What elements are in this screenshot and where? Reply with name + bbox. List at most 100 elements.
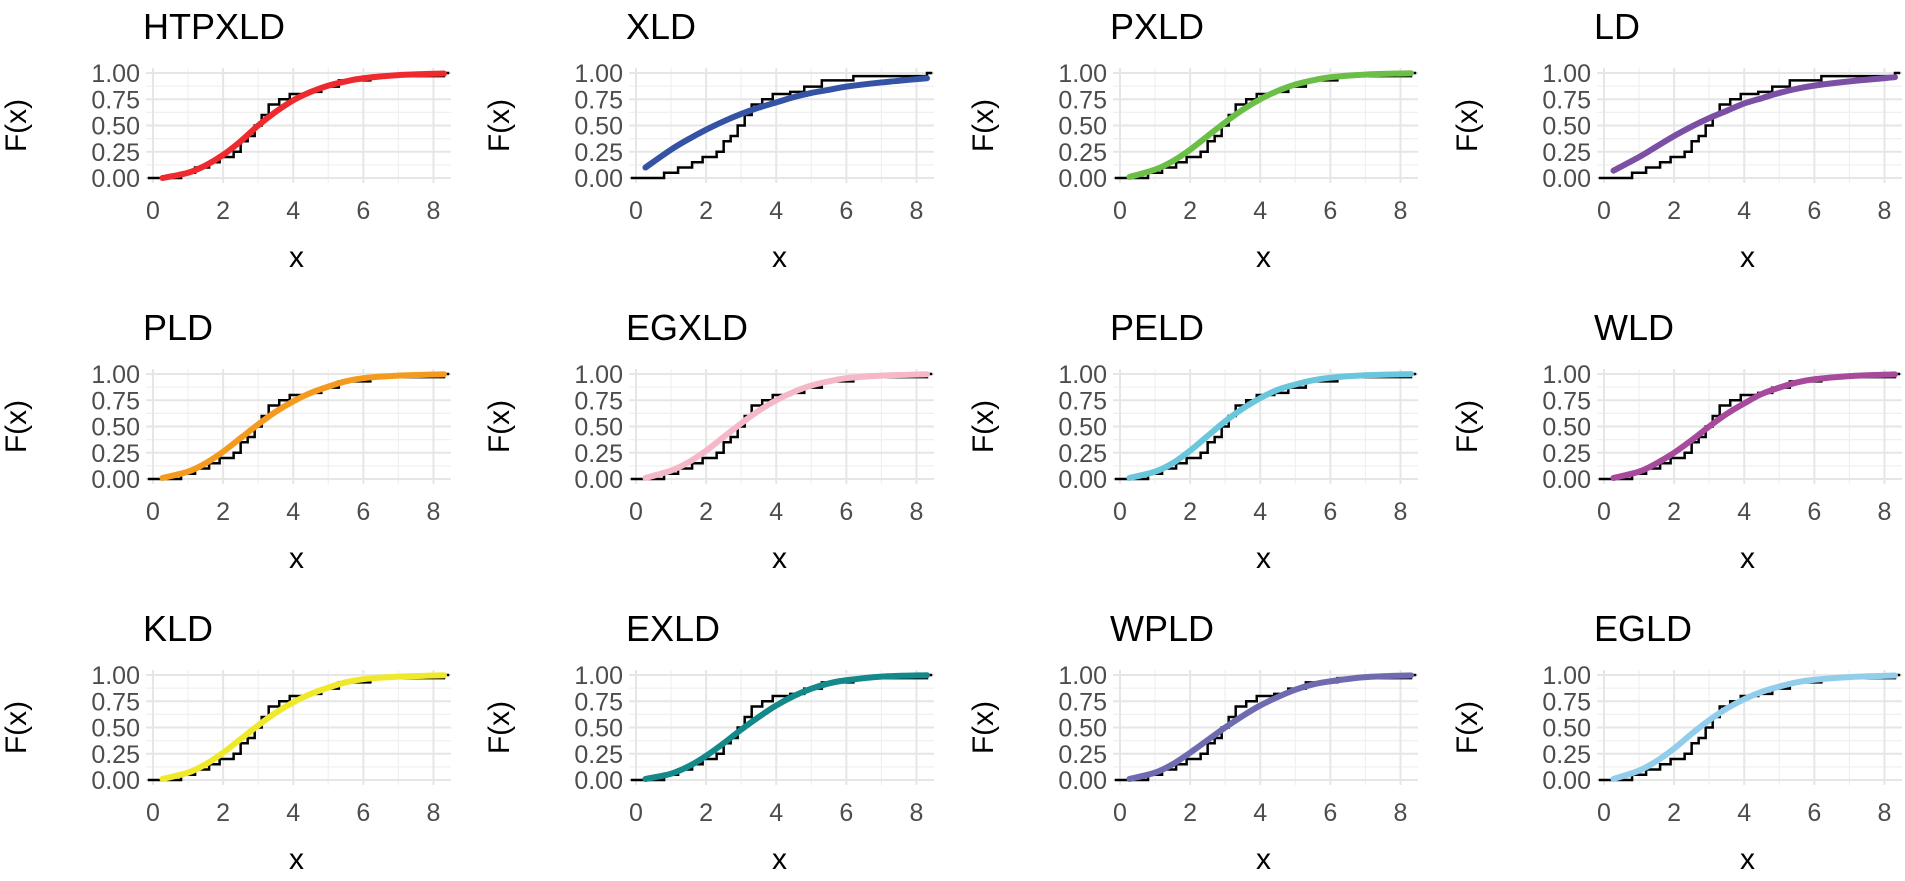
y-tick-label: 1.00 — [1058, 662, 1107, 690]
panel-title: EGXLD — [626, 307, 748, 348]
x-tick-label: 2 — [216, 799, 230, 827]
y-axis-title: F(x) — [0, 400, 33, 453]
x-axis-title: x — [1740, 843, 1755, 876]
empirical-cdf-step — [1114, 372, 1417, 481]
y-tick-label: 0.25 — [574, 440, 623, 468]
fitted-cdf-line — [1126, 672, 1414, 782]
x-tick-label: 8 — [427, 197, 441, 225]
y-axis-title: F(x) — [967, 400, 1000, 453]
x-tick-label: 0 — [629, 799, 643, 827]
x-tick-label: 6 — [1323, 498, 1337, 526]
x-tick-label: 6 — [356, 197, 370, 225]
x-tick-label: 0 — [629, 498, 643, 526]
y-tick-label: 0.00 — [1542, 767, 1591, 795]
x-tick-label: 2 — [1183, 197, 1197, 225]
y-tick-label: 0.75 — [574, 387, 623, 415]
panel-title: PXLD — [1110, 6, 1204, 47]
y-tick-label: 0.00 — [91, 466, 140, 494]
x-tick-label: 0 — [1113, 197, 1127, 225]
y-tick-label: 1.00 — [1542, 662, 1591, 690]
y-tick-label: 0.50 — [1542, 715, 1591, 743]
panel-title: KLD — [143, 608, 213, 649]
x-tick-label: 2 — [216, 498, 230, 526]
y-tick-label: 0.25 — [91, 440, 140, 468]
panel-pxld: PXLD 0.000.250.500.751.00 0 2 4 6 8 x F(x) — [967, 6, 1418, 274]
y-tick-label: 0.75 — [1058, 688, 1107, 716]
y-tick-label: 0.25 — [574, 139, 623, 167]
panel-title: LD — [1594, 6, 1640, 47]
y-tick-label: 1.00 — [574, 60, 623, 88]
y-tick-label: 0.75 — [574, 688, 623, 716]
x-tick-label: 8 — [1394, 197, 1408, 225]
x-tick-label: 0 — [1597, 197, 1611, 225]
y-tick-label: 0.00 — [91, 165, 140, 193]
y-axis-title: F(x) — [967, 99, 1000, 152]
x-tick-label: 4 — [1253, 799, 1267, 827]
x-tick-label: 4 — [286, 799, 300, 827]
x-tick-label: 2 — [1667, 799, 1681, 827]
x-tick-label: 4 — [1253, 498, 1267, 526]
panel-title: WPLD — [1110, 608, 1214, 649]
y-tick-label: 1.00 — [574, 662, 623, 690]
y-axis-title: F(x) — [1451, 701, 1484, 754]
fitted-cdf-line — [642, 371, 930, 481]
y-tick-label: 0.75 — [574, 86, 623, 114]
x-tick-label: 6 — [1323, 799, 1337, 827]
x-tick-label: 0 — [1113, 498, 1127, 526]
x-tick-label: 2 — [699, 498, 713, 526]
x-axis-title: x — [289, 542, 304, 575]
x-tick-label: 6 — [839, 498, 853, 526]
y-tick-label: 1.00 — [1058, 361, 1107, 389]
x-tick-label: 0 — [1597, 799, 1611, 827]
y-tick-label: 0.00 — [91, 767, 140, 795]
fitted-cdf-line — [1126, 371, 1414, 481]
y-tick-label: 0.25 — [1058, 139, 1107, 167]
empirical-cdf-step — [1598, 71, 1901, 180]
y-tick-label: 0.00 — [1542, 165, 1591, 193]
x-tick-label: 0 — [146, 197, 160, 225]
y-tick-label: 0.50 — [1058, 113, 1107, 141]
y-tick-label: 1.00 — [574, 361, 623, 389]
x-tick-label: 4 — [1253, 197, 1267, 225]
y-tick-label: 0.75 — [1058, 387, 1107, 415]
x-tick-label: 6 — [1807, 799, 1821, 827]
y-tick-label: 0.00 — [574, 767, 623, 795]
x-tick-label: 8 — [1878, 197, 1892, 225]
panel-kld: KLD 0.000.250.500.751.00 0 2 4 6 8 x F(x) — [0, 608, 451, 876]
y-tick-label: 0.75 — [91, 86, 140, 114]
panel-wpld: WPLD 0.000.250.500.751.00 0 2 4 6 8 x F(x) — [967, 608, 1418, 876]
x-axis-title: x — [1256, 241, 1271, 274]
empirical-cdf-step — [1114, 71, 1417, 180]
empirical-cdf-step — [630, 372, 933, 481]
y-axis-title: F(x) — [0, 99, 33, 152]
y-tick-label: 0.00 — [1058, 767, 1107, 795]
y-tick-label: 0.25 — [1542, 741, 1591, 769]
panel-title: EGLD — [1594, 608, 1692, 649]
y-tick-label: 0.25 — [91, 139, 140, 167]
x-tick-label: 8 — [427, 799, 441, 827]
x-tick-label: 0 — [1597, 498, 1611, 526]
x-axis-title: x — [1256, 542, 1271, 575]
panel-title: PELD — [1110, 307, 1204, 348]
panel-title: HTPXLD — [143, 6, 285, 47]
y-tick-label: 0.00 — [1058, 466, 1107, 494]
fitted-cdf-line — [159, 70, 447, 181]
x-tick-label: 6 — [1323, 197, 1337, 225]
panel-title: PLD — [143, 307, 213, 348]
panel-htpxld: HTPXLD 0.000.250.500.751.00 0 2 4 6 8 x F(x) — [0, 6, 451, 274]
x-axis-title: x — [289, 241, 304, 274]
panel-title: XLD — [626, 6, 696, 47]
x-tick-label: 6 — [1807, 498, 1821, 526]
empirical-cdf-step — [1598, 673, 1901, 782]
x-tick-label: 2 — [1667, 498, 1681, 526]
x-tick-label: 2 — [699, 197, 713, 225]
panel-exld: EXLD 0.000.250.500.751.00 0 2 4 6 8 x F(x) — [483, 608, 934, 876]
y-tick-label: 0.50 — [574, 113, 623, 141]
y-axis-title: F(x) — [0, 701, 33, 754]
y-tick-label: 0.75 — [1542, 688, 1591, 716]
y-tick-label: 1.00 — [1542, 361, 1591, 389]
y-tick-label: 0.50 — [1058, 414, 1107, 442]
y-tick-label: 1.00 — [1058, 60, 1107, 88]
x-tick-label: 2 — [1183, 799, 1197, 827]
